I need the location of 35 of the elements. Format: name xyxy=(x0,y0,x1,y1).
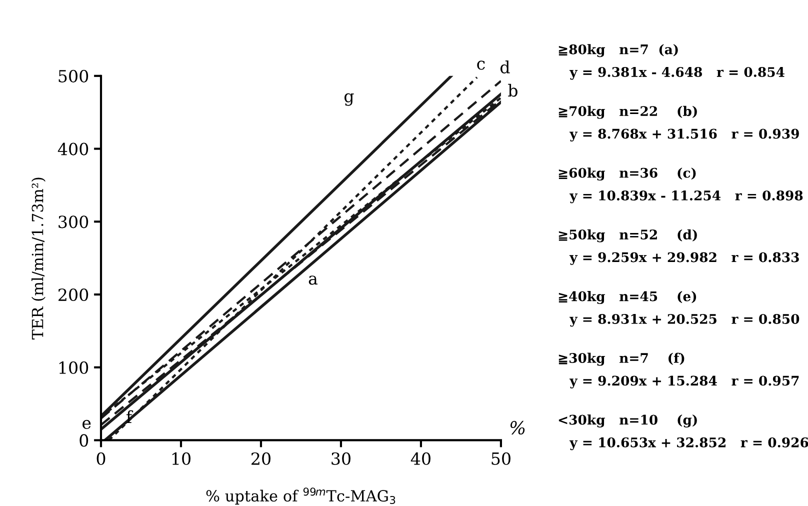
text: ≧40kg n=45 (e) xyxy=(558,291,696,304)
text: y = 8.768x + 31.516 r = 0.939 xyxy=(569,128,799,142)
x-tick-label: 30 xyxy=(332,452,350,465)
text: y = 8.931x + 20.525 r = 0.850 xyxy=(569,314,800,327)
text: y = 9.209x + 15.284 r = 0.957 xyxy=(569,376,799,388)
y-axis-title: TER (ml/min/1.73m²) xyxy=(31,178,46,340)
text: ≧60kg n=36 (c) xyxy=(558,168,696,181)
text: y = 10.839x - 11.254 r = 0.898 xyxy=(569,190,803,204)
text: % xyxy=(510,420,525,435)
text: y = 9.381x - 4.648 r = 0.854 xyxy=(569,67,784,80)
text: <30kg n=10 (g) xyxy=(558,414,697,428)
text: y = 10.653x + 32.852 r = 0.926 xyxy=(569,437,808,450)
x-tick-label: 0 xyxy=(96,452,106,465)
text: ≧30kg n=7 (f) xyxy=(558,352,684,366)
series-label: e xyxy=(82,420,91,430)
x-tick-label: 40 xyxy=(410,452,430,465)
x-tick-label: 10 xyxy=(172,452,190,465)
y-tick-label: 400 xyxy=(58,142,88,156)
x-tick-label: 20 xyxy=(252,452,270,465)
text: y = 9.259x + 29.982 r = 0.833 xyxy=(569,252,799,265)
text: ≧70kg n=22 (b) xyxy=(558,106,697,119)
y-tick-label: 200 xyxy=(58,288,88,302)
y-tick-label: 0 xyxy=(80,434,88,447)
y-tick-label: 500 xyxy=(58,70,88,82)
text: ≧50kg n=52 (d) xyxy=(558,229,697,242)
x-tick-label: 50 xyxy=(492,452,510,465)
x-axis-title: % uptake of $^{99m}$Tc-MAG$_{3}$ xyxy=(206,488,396,505)
series-label: a xyxy=(308,276,318,285)
text: g xyxy=(344,93,354,106)
series-label: c xyxy=(477,60,485,70)
text: ≧80kg n=7 (a) xyxy=(558,44,678,58)
y-tick-label: 300 xyxy=(58,216,88,228)
series-label: b xyxy=(508,84,518,97)
y-tick-label: 100 xyxy=(59,361,88,374)
series-label: d xyxy=(500,60,510,74)
